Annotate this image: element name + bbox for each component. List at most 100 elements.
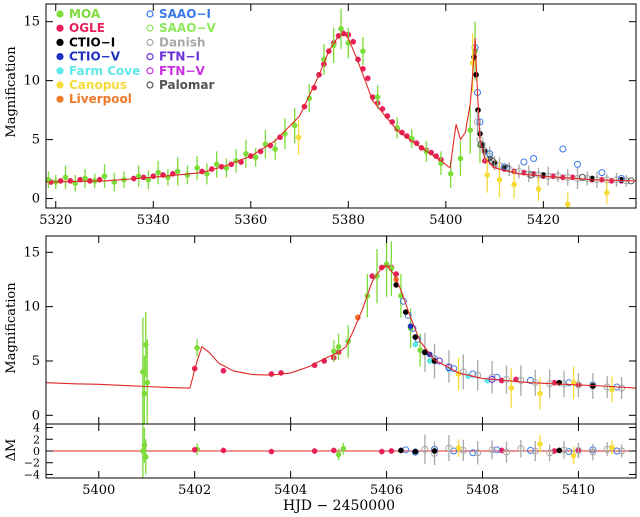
data-point bbox=[101, 173, 108, 180]
legend-item-ftn-v: FTN−V bbox=[146, 64, 205, 78]
data-point bbox=[243, 150, 249, 157]
data-point bbox=[220, 367, 227, 374]
data-point bbox=[517, 445, 525, 453]
data-point bbox=[618, 447, 626, 455]
middle-ylabel: Magnification bbox=[4, 282, 19, 374]
data-point bbox=[457, 155, 464, 162]
data-point bbox=[335, 343, 342, 350]
data-point bbox=[467, 127, 474, 134]
plot-area bbox=[46, 424, 636, 478]
data-point bbox=[556, 447, 563, 454]
data-point bbox=[474, 118, 482, 126]
data-point bbox=[67, 178, 74, 184]
series-danish bbox=[421, 434, 626, 466]
data-point bbox=[360, 48, 366, 55]
data-point bbox=[455, 445, 462, 451]
data-point bbox=[583, 175, 591, 183]
data-point bbox=[194, 345, 200, 351]
series-ogle bbox=[191, 446, 582, 455]
data-point bbox=[618, 384, 626, 392]
data-point bbox=[609, 386, 615, 393]
legend-label: OGLE bbox=[69, 21, 105, 35]
data-point bbox=[335, 451, 342, 458]
data-point bbox=[191, 446, 198, 453]
legend-item-saao-i: SAAO−I bbox=[146, 7, 211, 21]
legend-label: FTN−I bbox=[159, 50, 200, 64]
series-ctio-i bbox=[398, 447, 563, 455]
y-tick-label: 0 bbox=[32, 408, 40, 423]
data-point bbox=[496, 176, 503, 183]
series-canopus bbox=[455, 435, 615, 465]
data-point bbox=[413, 140, 420, 146]
data-point bbox=[493, 446, 501, 454]
y-tick-label: 5 bbox=[32, 354, 40, 369]
data-point bbox=[573, 160, 581, 168]
data-point bbox=[511, 181, 517, 188]
data-point bbox=[407, 323, 414, 330]
data-point bbox=[559, 145, 567, 153]
legend-label: SAAO−I bbox=[159, 7, 211, 21]
data-point bbox=[520, 158, 528, 166]
data-point bbox=[403, 133, 410, 139]
legend-item-ctio-v: CTIO−V bbox=[56, 50, 121, 64]
x-tick-label: 5380 bbox=[332, 213, 365, 228]
data-point bbox=[535, 186, 542, 192]
model-curve bbox=[46, 32, 636, 183]
legend-marker bbox=[146, 52, 154, 61]
legend-marker bbox=[56, 10, 64, 18]
legend-label: Farm Cove bbox=[69, 64, 140, 78]
y-tick-label: 15 bbox=[23, 245, 40, 260]
x-tick-label: 5402 bbox=[178, 483, 211, 498]
data-point bbox=[531, 447, 539, 455]
data-point bbox=[612, 176, 620, 184]
data-point bbox=[447, 170, 454, 177]
data-point bbox=[474, 371, 482, 379]
legend-marker bbox=[146, 10, 154, 18]
y-tick-label: 15 bbox=[23, 15, 40, 30]
data-point bbox=[272, 146, 279, 152]
legend-item-danish: Danish bbox=[146, 35, 205, 49]
data-point bbox=[537, 390, 543, 397]
y-tick-label: −4 bbox=[24, 468, 40, 481]
data-point bbox=[613, 447, 621, 455]
x-tick-label: 5400 bbox=[82, 483, 115, 498]
data-point bbox=[144, 379, 151, 386]
data-point bbox=[488, 157, 496, 165]
x-tick-label: 5408 bbox=[466, 483, 499, 498]
legend-marker bbox=[146, 81, 154, 89]
data-point bbox=[378, 448, 385, 455]
data-point bbox=[364, 75, 371, 82]
legend-marker bbox=[56, 52, 64, 61]
legend-item-canopus: Canopus bbox=[56, 78, 127, 92]
data-point bbox=[399, 129, 405, 136]
data-point bbox=[252, 154, 259, 161]
data-point bbox=[445, 363, 453, 371]
legend-label: CTIO−V bbox=[69, 50, 121, 64]
data-point bbox=[141, 390, 148, 397]
data-point bbox=[459, 446, 467, 454]
legend-item-ftn-i: FTN−I bbox=[146, 50, 200, 64]
data-point bbox=[421, 445, 429, 453]
data-point bbox=[603, 189, 610, 196]
data-point bbox=[194, 165, 201, 171]
data-point bbox=[277, 134, 283, 141]
data-point bbox=[589, 448, 597, 456]
x-tick-label: 5406 bbox=[370, 483, 403, 498]
data-point bbox=[502, 375, 510, 383]
data-point bbox=[422, 349, 428, 356]
data-point bbox=[62, 174, 69, 181]
data-point bbox=[338, 25, 344, 32]
data-point bbox=[184, 172, 191, 178]
data-point bbox=[469, 449, 477, 457]
x-tick-label: 5400 bbox=[429, 213, 462, 228]
data-point bbox=[374, 94, 381, 101]
data-point bbox=[608, 178, 615, 184]
y-tick-label: 2 bbox=[33, 433, 40, 446]
data-point bbox=[295, 134, 302, 141]
legend-label: MOA bbox=[69, 7, 101, 21]
data-point bbox=[526, 446, 534, 454]
series-moa bbox=[140, 236, 423, 424]
y-tick-label: 0 bbox=[33, 445, 40, 458]
